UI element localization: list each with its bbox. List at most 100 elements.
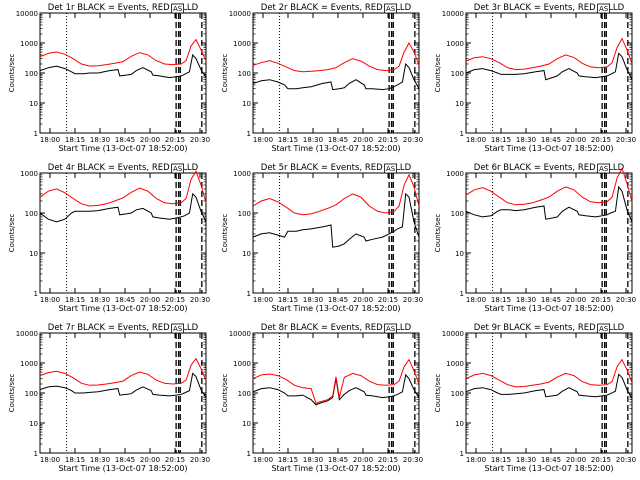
plot-frame — [252, 12, 420, 134]
y-tick-label: 10 — [29, 420, 38, 428]
annotation-box — [171, 3, 185, 14]
x-tick-label: 18:30 — [303, 456, 323, 464]
y-tick-label: 1 — [247, 290, 251, 298]
x-tick-label: 20:00 — [353, 136, 373, 144]
annotation-box — [384, 3, 398, 14]
plot-frame — [252, 332, 420, 454]
y-tick-label: 10 — [242, 250, 251, 258]
x-tick-label: 18:15 — [65, 456, 85, 464]
x-tick-label: 18:00 — [466, 296, 486, 304]
x-tick-label: 18:00 — [40, 136, 60, 144]
y-tick-label: 100 — [451, 70, 464, 78]
detector-panel-2: Det 2r BLACK = Events, RED = LLD 1 10 100 10… — [221, 3, 423, 153]
x-tick-label: 20:15 — [591, 136, 611, 144]
x-axis-label: Start Time (13-Oct-07 18:52:00) — [484, 144, 613, 153]
x-tick-label: 20:15 — [165, 136, 185, 144]
y-tick-label: 10 — [455, 100, 464, 108]
x-tick-label: 20:00 — [140, 136, 160, 144]
y-tick-label: 10 — [455, 420, 464, 428]
annotation-label: AS — [173, 325, 183, 333]
y-tick-label: 1 — [247, 130, 251, 138]
events-series-line — [465, 373, 633, 399]
annotation-label: AS — [599, 5, 609, 13]
x-tick-label: 18:45 — [115, 136, 135, 144]
panel-title: Det 7r BLACK = Events, RED = LLD — [48, 323, 199, 333]
annotation-box — [384, 163, 398, 174]
y-tick-label: 100 — [25, 210, 38, 218]
x-tick-label: 18:00 — [466, 136, 486, 144]
lld-series-line — [39, 38, 207, 67]
x-tick-label: 18:15 — [65, 296, 85, 304]
x-tick-label: 18:45 — [328, 296, 348, 304]
y-axis-label: Counts/sec — [221, 54, 229, 93]
detector-panel-5: Det 5r BLACK = Events, RED = LLD 1 10 100 10… — [221, 163, 423, 313]
x-tick-label: 20:15 — [378, 456, 398, 464]
x-tick-label: 18:00 — [253, 136, 273, 144]
lld-series-line — [39, 170, 207, 207]
x-tick-label: 18:45 — [328, 456, 348, 464]
x-tick-label: 18:30 — [516, 136, 536, 144]
plot-frame — [465, 12, 633, 134]
y-tick-label: 10 — [455, 250, 464, 258]
plot-frame — [39, 332, 207, 454]
x-axis-label: Start Time (13-Oct-07 18:52:00) — [58, 144, 187, 153]
lld-series-line — [252, 358, 420, 405]
x-tick-label: 18:00 — [40, 296, 60, 304]
events-series-line — [39, 53, 207, 79]
x-tick-label: 18:15 — [491, 296, 511, 304]
x-tick-label: 20:30 — [403, 296, 423, 304]
annotation-box — [171, 323, 185, 334]
annotation-box — [384, 323, 398, 334]
y-tick-label: 1000 — [233, 40, 251, 48]
x-tick-label: 20:15 — [591, 456, 611, 464]
y-tick-label: 10000 — [229, 330, 251, 338]
x-tick-label: 18:15 — [278, 456, 298, 464]
x-axis-label: Start Time (13-Oct-07 18:52:00) — [271, 464, 400, 473]
y-axis-label: Counts/sec — [8, 54, 16, 93]
lld-series-line — [252, 173, 420, 216]
y-tick-label: 10000 — [229, 10, 251, 18]
y-tick-label: 10000 — [16, 330, 38, 338]
panel-title: Det 6r BLACK = Events, RED = LLD — [474, 163, 625, 173]
y-tick-label: 100 — [451, 210, 464, 218]
y-tick-label: 10 — [242, 420, 251, 428]
panel-title: Det 3r BLACK = Events, RED = LLD — [474, 3, 625, 13]
plot-frame — [39, 172, 207, 294]
annotation-label: AS — [386, 325, 396, 333]
y-tick-label: 1000 — [20, 40, 38, 48]
panel-title: Det 1r BLACK = Events, RED = LLD — [48, 3, 199, 13]
x-tick-label: 18:30 — [516, 456, 536, 464]
x-tick-label: 20:15 — [378, 136, 398, 144]
x-tick-label: 20:30 — [190, 456, 210, 464]
x-tick-label: 18:15 — [278, 296, 298, 304]
y-tick-label: 10000 — [16, 10, 38, 18]
x-tick-label: 18:30 — [90, 296, 110, 304]
y-tick-label: 1000 — [20, 170, 38, 178]
x-tick-label: 20:15 — [591, 296, 611, 304]
x-tick-label: 20:00 — [566, 296, 586, 304]
detector-panel-4: Det 4r BLACK = Events, RED = LLD 1 10 100 10… — [8, 163, 210, 313]
x-tick-label: 18:30 — [516, 296, 536, 304]
x-tick-label: 20:00 — [353, 456, 373, 464]
events-series-line — [252, 192, 420, 248]
y-tick-label: 1000 — [446, 170, 464, 178]
detector-panel-6: Det 6r BLACK = Events, RED = LLD 1 10 100 10… — [434, 163, 636, 313]
detector-panel-7: Det 7r BLACK = Events, RED = LLD 1 10 100 10… — [8, 323, 210, 473]
lld-series-line — [465, 167, 633, 206]
x-axis-label: Start Time (13-Oct-07 18:52:00) — [271, 304, 400, 313]
x-tick-label: 18:00 — [253, 296, 273, 304]
y-tick-label: 1 — [247, 450, 251, 458]
annotation-label: AS — [599, 165, 609, 173]
x-tick-label: 18:30 — [90, 136, 110, 144]
y-tick-label: 10 — [242, 100, 251, 108]
annotation-label: AS — [386, 5, 396, 13]
y-tick-label: 100 — [238, 210, 251, 218]
x-tick-label: 18:45 — [541, 296, 561, 304]
x-tick-label: 20:30 — [403, 456, 423, 464]
x-tick-label: 18:30 — [303, 136, 323, 144]
x-tick-label: 20:00 — [566, 456, 586, 464]
y-tick-label: 1 — [460, 450, 464, 458]
x-tick-label: 18:45 — [115, 296, 135, 304]
y-axis-label: Counts/sec — [8, 214, 16, 253]
